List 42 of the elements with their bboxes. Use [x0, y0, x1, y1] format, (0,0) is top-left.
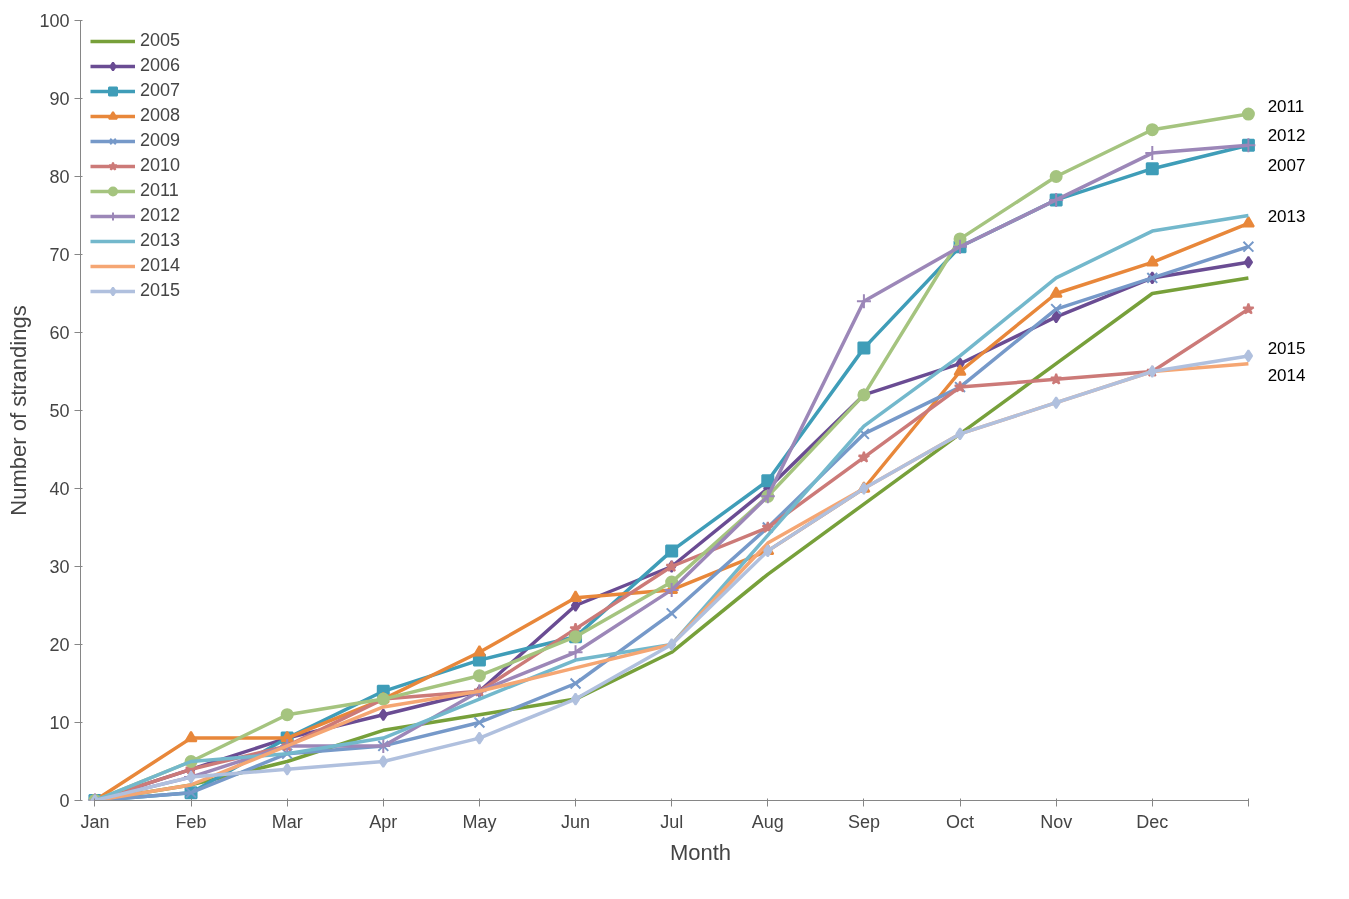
- legend-label: 2007: [140, 80, 181, 101]
- x-axis-title: Month: [669, 839, 732, 865]
- x-tick-label: Sep: [847, 811, 880, 832]
- x-tick-label: Mar: [271, 811, 303, 832]
- legend-label: 2010: [140, 155, 181, 176]
- x-tick-label: Aug: [751, 811, 784, 832]
- text: 2015: [1267, 339, 1306, 359]
- x-tick-label: Jan: [80, 811, 110, 832]
- y-tick-label: 70: [49, 245, 70, 265]
- y-tick-label: 20: [49, 635, 70, 655]
- x-tick-label: Apr: [369, 811, 398, 832]
- y-tick-label: 30: [49, 557, 70, 577]
- y-tick-label: 60: [49, 323, 70, 343]
- y-tick-label: 40: [49, 479, 70, 499]
- text: 2011: [1267, 97, 1305, 117]
- legend-label: 2005: [140, 30, 181, 51]
- x-tick-label: Nov: [1040, 811, 1073, 832]
- legend-label: 2012: [140, 205, 181, 226]
- x-tick-label: Jul: [660, 811, 684, 832]
- y-axis-title: Number of strandings: [6, 305, 32, 516]
- legend-label: 2009: [140, 130, 181, 151]
- legend-label: 2008: [140, 105, 181, 126]
- legend-label: 2011: [140, 180, 179, 201]
- y-tick-label: 0: [59, 791, 70, 811]
- text: 2007: [1267, 155, 1306, 175]
- text: 2012: [1267, 126, 1306, 146]
- x-tick-label: May: [462, 811, 497, 832]
- y-tick-label: 10: [49, 713, 70, 733]
- y-tick-label: 80: [49, 167, 70, 187]
- y-tick-label: 50: [49, 401, 70, 421]
- x-tick-label: Jun: [561, 811, 591, 832]
- x-tick-label: Feb: [175, 811, 207, 832]
- legend-label: 2013: [140, 230, 181, 251]
- legend-label: 2006: [140, 55, 181, 76]
- y-tick-label: 90: [49, 89, 70, 109]
- legend-label: 2014: [140, 255, 181, 276]
- legend-label: 2015: [140, 280, 181, 301]
- text: 2014: [1267, 366, 1306, 386]
- x-tick-label: Oct: [946, 811, 975, 832]
- x-tick-label: Dec: [1136, 811, 1169, 832]
- y-tick-label: 100: [39, 11, 70, 31]
- text: 2013: [1267, 206, 1306, 226]
